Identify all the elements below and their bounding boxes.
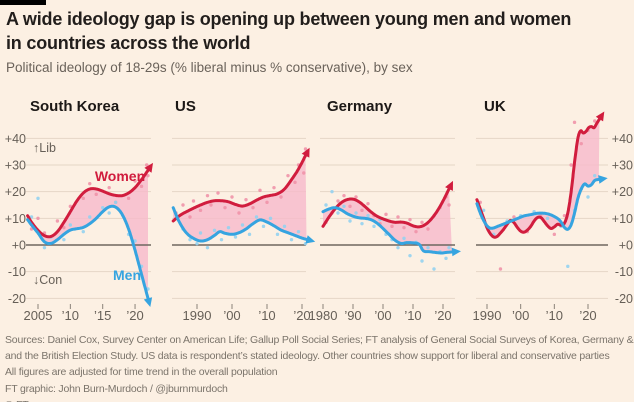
svg-text:1980: 1980	[309, 308, 338, 323]
svg-text:-20: -20	[8, 292, 26, 306]
ft-top-bar	[0, 0, 46, 5]
svg-text:+20: +20	[612, 185, 633, 199]
svg-text:↓Con: ↓Con	[33, 273, 62, 287]
svg-text:’10: ’10	[62, 308, 79, 323]
svg-text:-10: -10	[8, 265, 26, 279]
footer-source-line-2: and the British Election Study. US data …	[5, 350, 610, 363]
svg-text:-10: -10	[615, 265, 633, 279]
svg-text:-20: -20	[615, 292, 633, 306]
svg-text:+40: +40	[612, 132, 633, 146]
svg-text:+0: +0	[12, 239, 26, 253]
svg-text:’20: ’20	[293, 308, 310, 323]
svg-text:’00: ’00	[223, 308, 240, 323]
svg-text:’10: ’10	[404, 308, 421, 323]
footer-copyright: © FT	[5, 397, 634, 402]
svg-text:+30: +30	[612, 159, 633, 173]
svg-text:’20: ’20	[126, 308, 143, 323]
chart-subtitle: Political ideology of 18-29s (% liberal …	[6, 60, 413, 75]
chart-title: A wide ideology gap is opening up betwee…	[6, 7, 571, 55]
svg-text:+10: +10	[612, 212, 633, 226]
svg-text:’15: ’15	[94, 308, 111, 323]
svg-text:1990: 1990	[183, 308, 212, 323]
panel-title-south-korea: South Korea	[30, 98, 120, 115]
svg-text:+30: +30	[5, 159, 26, 173]
svg-text:’00: ’00	[512, 308, 529, 323]
footer-note-line: All figures are adjusted for time trend …	[5, 366, 278, 379]
svg-text:’10: ’10	[258, 308, 275, 323]
footer-credit-line: FT graphic: John Burn-Murdoch / @jburnmu…	[5, 382, 228, 395]
svg-text:+0: +0	[619, 239, 633, 253]
svg-text:+20: +20	[5, 185, 26, 199]
svg-text:Women: Women	[95, 168, 145, 184]
panel-title-uk: UK	[484, 98, 506, 115]
svg-text:+10: +10	[5, 212, 26, 226]
svg-text:’20: ’20	[434, 308, 451, 323]
footer: Sources: Daniel Cox, Survey Center on Am…	[5, 332, 634, 402]
chart-title-line1: A wide ideology gap is opening up betwee…	[6, 9, 572, 29]
svg-text:1990: 1990	[473, 308, 502, 323]
panel-title-germany: Germany	[327, 98, 393, 115]
svg-text:↑Lib: ↑Lib	[33, 141, 56, 155]
svg-text:’90: ’90	[344, 308, 361, 323]
svg-text:’00: ’00	[374, 308, 391, 323]
svg-text:’10: ’10	[546, 308, 563, 323]
panel-title-us: US	[175, 98, 196, 115]
svg-text:+40: +40	[5, 132, 26, 146]
svg-text:Men: Men	[113, 267, 141, 283]
svg-text:’20: ’20	[579, 308, 596, 323]
chart-title-line2: in countries across the world	[6, 33, 251, 53]
svg-text:2005: 2005	[24, 308, 53, 323]
footer-source-line-1: Sources: Daniel Cox, Survey Center on Am…	[5, 334, 634, 346]
